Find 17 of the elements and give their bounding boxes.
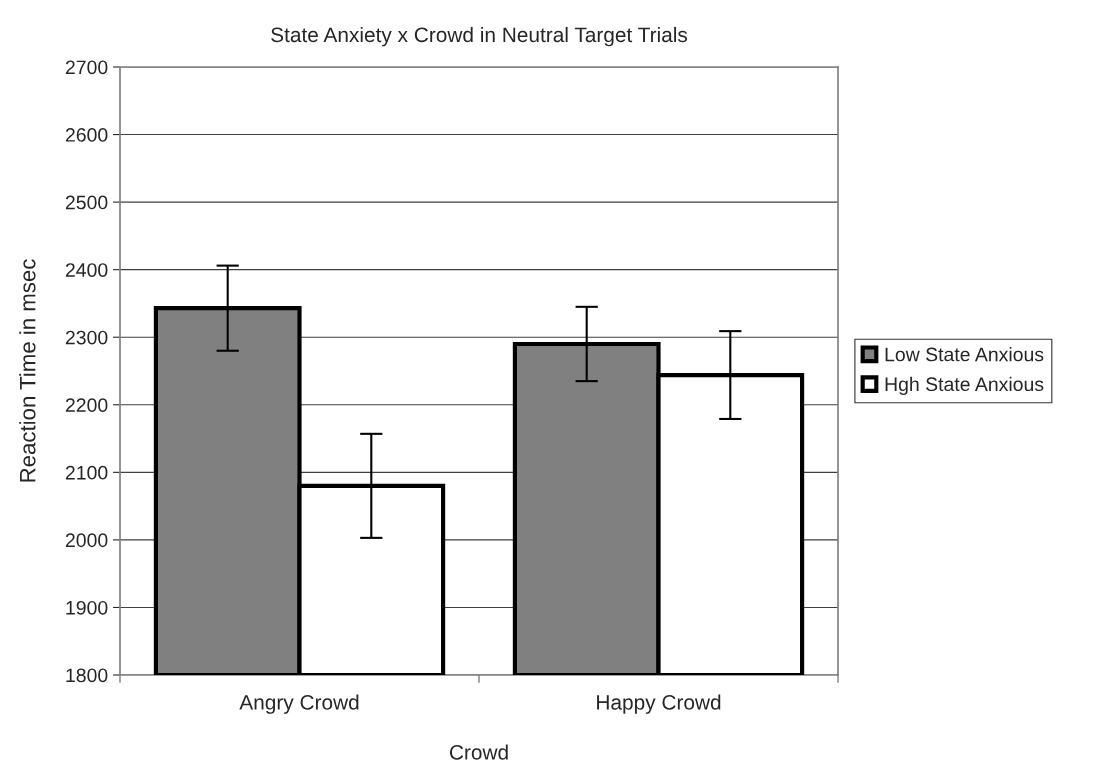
- y-tick-label: 2500: [65, 195, 108, 210]
- chart-title: State Anxiety x Crowd in Neutral Target Trials: [271, 26, 688, 47]
- y-tick-label: 2300: [65, 330, 108, 345]
- legend-label: Hgh State Anxious: [885, 376, 1044, 395]
- y-tick-label: 2700: [65, 60, 108, 75]
- y-axis-title: Reaction Time in msec: [19, 259, 36, 482]
- y-tick-label: 2400: [65, 263, 108, 277]
- y-tick-label: 2000: [65, 533, 108, 548]
- y-tick-label: 1900: [66, 600, 108, 615]
- y-tick-label: 2200: [65, 398, 108, 413]
- y-tick-label: 2100: [65, 465, 108, 480]
- y-tick-label: 1800: [66, 668, 108, 683]
- x-tick-label: Happy Crowd: [597, 694, 721, 714]
- x-tick-label: Angry Crowd: [239, 694, 359, 714]
- legend-label: Low State Anxious: [885, 347, 1044, 362]
- y-tick-label: 2600: [65, 128, 108, 142]
- x-axis-title: Crowd: [449, 744, 508, 760]
